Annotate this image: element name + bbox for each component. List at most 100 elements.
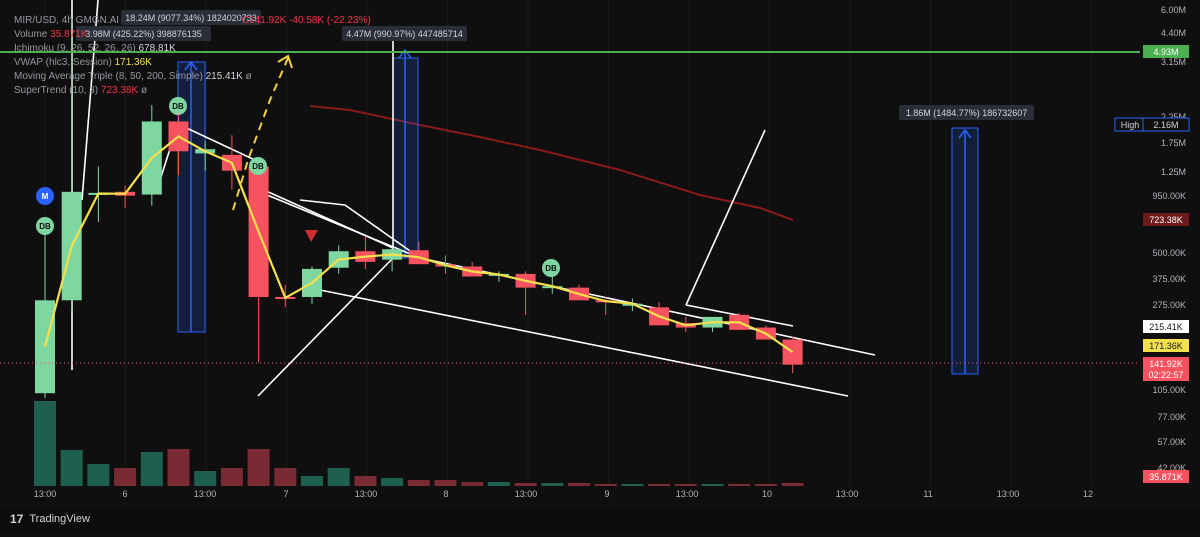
price-tick: 1.75M xyxy=(1161,138,1186,148)
price-tick: 375.00K xyxy=(1152,274,1186,284)
horizontal-line[interactable] xyxy=(0,51,1140,364)
legend-supertrend-row[interactable]: SuperTrend (10, 3) 723.38K ø xyxy=(14,84,371,98)
range-arrow-head xyxy=(398,48,412,59)
trend-line[interactable] xyxy=(299,199,346,206)
legend-close: C141.92K xyxy=(241,15,287,26)
legend-symbol[interactable]: MIR/USD, 4h GMGN.AI xyxy=(14,15,120,26)
legend-ma-label: Moving Average Triple (8, 50, 200, Simpl… xyxy=(14,71,203,82)
time-tick: 13:00 xyxy=(355,489,378,499)
price-axis[interactable]: 6.00M 4.40M 3.15M 2.25M 1.75M 1.25M 950.00K 500… xyxy=(1114,5,1190,483)
volume-bar xyxy=(247,449,270,486)
volume-bar xyxy=(781,483,804,486)
trend-line[interactable] xyxy=(344,204,421,259)
time-tick: 8 xyxy=(443,489,448,499)
volume-bar xyxy=(381,478,404,486)
vwap-line xyxy=(43,135,794,354)
volume-bar xyxy=(594,484,617,486)
legend-ichimoku-label: Ichimoku (9, 26, 52, 26, 26) xyxy=(14,43,136,54)
price-tick: 500.00K xyxy=(1152,248,1186,258)
volume-bar xyxy=(701,484,724,486)
marker-circle xyxy=(36,187,54,205)
legend-volume-row[interactable]: Volume 35.871K xyxy=(14,28,371,42)
price-badge xyxy=(1143,368,1189,381)
legend-vwap-label: VWAP (hlc3, Session) xyxy=(14,57,112,68)
projection-arrowhead xyxy=(277,54,293,69)
range-arrow-head xyxy=(184,60,198,71)
measure-text: 1.86M (1484.77%) 186732607 xyxy=(906,108,1028,118)
range-boxes xyxy=(177,48,979,375)
price-tick: 1.25M xyxy=(1161,167,1186,177)
marker-label: M xyxy=(42,192,49,201)
price-badge-text: 4.93M xyxy=(1153,47,1178,57)
trend-line[interactable] xyxy=(257,257,394,397)
price-tick: 42.00K xyxy=(1157,463,1186,473)
price-badge xyxy=(1143,357,1189,370)
volume-bar xyxy=(167,449,190,486)
measure-text: 18.24M (9077.34%) 1824020733 xyxy=(125,13,257,23)
volume-bar xyxy=(621,484,644,486)
legend-change: -40.58K (-22.23%) xyxy=(289,15,371,26)
volume-bar xyxy=(60,450,83,486)
legend-vwap-value: 171.36K xyxy=(114,57,152,68)
brand[interactable]: 17 TradingView xyxy=(10,512,90,526)
indicator-legend: MIR/USD, 4h GMGN.AI C141.92K -40.58K (-2… xyxy=(14,14,371,98)
price-tick: 275.00K xyxy=(1152,300,1186,310)
legend-volume-label: Volume xyxy=(14,29,48,40)
price-badge xyxy=(1143,339,1189,352)
price-badge-text: 215.41K xyxy=(1149,322,1183,332)
marker-circle xyxy=(36,217,54,235)
time-tick: 10 xyxy=(762,489,772,499)
legend-volume-value: 35.871K xyxy=(50,29,88,40)
high-value-box xyxy=(1142,117,1190,132)
trend-line[interactable] xyxy=(177,123,256,161)
volume-bar xyxy=(327,468,350,486)
price-badge-text: 141.92K xyxy=(1149,359,1183,369)
ma-polyline xyxy=(309,105,794,221)
volume-bar xyxy=(407,480,430,486)
price-badge xyxy=(1143,213,1189,226)
price-badge xyxy=(1143,470,1189,483)
candle-body xyxy=(782,339,803,365)
marker-label: DB xyxy=(39,222,51,231)
footer-bar xyxy=(0,508,1200,532)
price-badge xyxy=(1143,45,1189,58)
time-axis[interactable]: 13:00 6 13:00 7 13:00 8 13:00 9 13:00 10 13:00 11 13… xyxy=(34,489,1093,499)
measure-text: 4.47M (990.97%) 447485714 xyxy=(346,29,463,39)
sell-arrow-icon xyxy=(305,230,318,242)
volume-bar xyxy=(754,484,777,486)
legend-symbol-row: MIR/USD, 4h GMGN.AI C141.92K -40.58K (-2… xyxy=(14,14,371,28)
volume-bar xyxy=(568,483,590,486)
price-tick: 57.00K xyxy=(1157,437,1186,447)
dashed-projection[interactable] xyxy=(232,57,289,211)
volume-bar xyxy=(541,483,564,486)
measure-box xyxy=(76,26,211,41)
price-tick: 3.15M xyxy=(1161,57,1186,67)
volume-bar xyxy=(728,484,751,486)
measure-text: 3.98M (425.22%) 398876135 xyxy=(85,29,202,39)
marker-circle xyxy=(249,157,267,175)
legend-vwap-row[interactable]: VWAP (hlc3, Session) 171.36K xyxy=(14,56,371,70)
price-badge xyxy=(1143,320,1189,333)
legend-ma-value: 215.41K xyxy=(205,71,243,82)
volume-bar xyxy=(194,471,217,486)
time-tick: 13:00 xyxy=(676,489,699,499)
vwap-polyline xyxy=(43,135,794,354)
legend-ma-row[interactable]: Moving Average Triple (8, 50, 200, Simpl… xyxy=(14,70,371,84)
price-badge-text: 171.36K xyxy=(1149,341,1183,351)
volume-bar xyxy=(274,468,297,486)
volume-bar xyxy=(140,452,163,486)
price-tick: 77.00K xyxy=(1157,412,1186,422)
tradingview-logo-icon: 17 xyxy=(10,512,24,526)
trend-line[interactable] xyxy=(319,289,849,397)
legend-supertrend-suffix: ø xyxy=(140,85,148,96)
volume-bar xyxy=(514,483,537,486)
legend-ichimoku-row[interactable]: Ichimoku (9, 26, 52, 26, 26) 678.81K xyxy=(14,42,371,56)
trend-line[interactable] xyxy=(685,129,766,306)
volume-bar xyxy=(487,482,510,486)
time-tick: 6 xyxy=(122,489,127,499)
time-tick: 13:00 xyxy=(34,489,57,499)
time-tick: 9 xyxy=(604,489,609,499)
volume-bar xyxy=(434,480,457,486)
